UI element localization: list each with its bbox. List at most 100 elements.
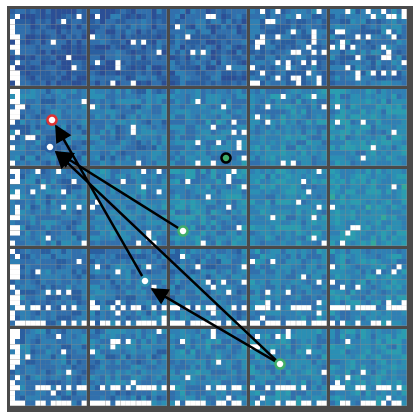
cell-pixel: [311, 49, 317, 55]
cell-pixel: [185, 119, 191, 125]
cell-pixel: [105, 150, 111, 156]
cell-pixel: [195, 70, 201, 76]
cell-pixel: [136, 354, 142, 360]
cell-pixel: [81, 344, 87, 350]
cell-pixel: [120, 9, 126, 14]
cell-pixel: [156, 264, 162, 270]
cell-pixel: [355, 310, 361, 316]
cell-pixel: [45, 400, 51, 406]
cell-pixel: [236, 129, 242, 135]
cell-pixel: [370, 9, 376, 14]
cell-pixel: [185, 155, 191, 161]
cell-pixel: [306, 300, 312, 306]
cell-pixel: [316, 99, 322, 104]
cell-pixel: [236, 80, 242, 86]
cell-pixel: [170, 44, 175, 50]
cell-pixel: [365, 55, 371, 61]
cell-pixel: [296, 129, 302, 135]
cell-pixel: [35, 284, 41, 290]
cell-pixel: [370, 204, 376, 210]
cell-pixel: [15, 279, 20, 285]
cell-pixel: [255, 235, 260, 241]
cell-pixel: [345, 104, 351, 110]
cell-pixel: [100, 274, 105, 280]
cell-pixel: [316, 114, 322, 120]
cell-pixel: [210, 230, 216, 236]
cell-pixel: [71, 169, 77, 174]
cell-pixel: [330, 225, 335, 231]
cell-pixel: [236, 315, 242, 321]
cell-pixel: [175, 29, 180, 35]
cell-pixel: [76, 354, 82, 360]
cell-pixel: [170, 135, 175, 141]
cell-pixel: [330, 179, 335, 184]
cell-pixel: [130, 284, 136, 290]
cell-pixel: [56, 60, 62, 66]
cell-pixel: [301, 225, 307, 231]
cell-pixel: [95, 99, 100, 104]
cell-pixel: [25, 44, 31, 50]
cell-pixel: [301, 109, 307, 115]
cell-pixel: [20, 305, 25, 311]
cell-pixel: [141, 395, 147, 401]
cell-pixel: [270, 264, 276, 270]
cell-pixel: [15, 289, 20, 295]
cell-pixel: [175, 140, 180, 146]
cell-pixel: [100, 315, 105, 321]
cell-pixel: [205, 315, 211, 321]
cell-pixel: [335, 99, 340, 104]
cell-pixel: [190, 145, 196, 151]
cell-pixel: [120, 135, 126, 141]
cell-pixel: [56, 80, 62, 86]
cell-pixel: [321, 24, 327, 30]
cell-pixel: [110, 89, 116, 94]
cell-pixel: [210, 140, 216, 146]
cell-pixel: [345, 124, 351, 130]
cell-pixel: [110, 65, 116, 71]
cell-pixel: [81, 94, 87, 99]
cell-pixel: [156, 70, 162, 76]
cell-pixel: [100, 39, 105, 45]
cell-pixel: [321, 119, 327, 125]
cell-pixel: [61, 75, 67, 81]
cell-pixel: [275, 65, 281, 71]
cell-pixel: [231, 174, 237, 179]
cell-pixel: [370, 124, 376, 130]
cell-pixel: [35, 264, 41, 270]
cell-pixel: [100, 124, 105, 130]
cell-pixel: [30, 44, 36, 50]
cell-pixel: [270, 305, 276, 311]
cell-pixel: [265, 320, 271, 326]
cell-pixel: [56, 34, 62, 40]
cell-pixel: [241, 179, 247, 184]
cell-pixel: [115, 320, 121, 326]
cell-pixel: [265, 129, 271, 135]
cell-pixel: [381, 119, 387, 125]
cell-pixel: [265, 114, 271, 120]
cell-pixel: [205, 264, 211, 270]
cell-pixel: [321, 44, 327, 50]
cell-pixel: [290, 39, 296, 45]
cell-pixel: [50, 395, 56, 401]
cell-pixel: [311, 145, 317, 151]
cell-pixel: [45, 334, 51, 339]
cell-pixel: [175, 14, 180, 19]
cell-pixel: [95, 29, 100, 35]
cell-pixel: [216, 179, 222, 184]
cell-pixel: [386, 310, 392, 316]
cell-pixel: [280, 289, 286, 295]
cell-pixel: [50, 240, 56, 246]
cell-pixel: [401, 204, 407, 210]
cell-pixel: [345, 300, 351, 306]
cell-pixel: [115, 135, 121, 141]
cell-pixel: [115, 114, 121, 120]
cell-pixel: [71, 65, 77, 71]
cell-pixel: [345, 150, 351, 156]
cell-pixel: [20, 249, 25, 254]
cell-pixel: [241, 289, 247, 295]
cell-pixel: [20, 184, 25, 190]
cell-pixel: [180, 310, 185, 316]
cell-pixel: [141, 14, 147, 19]
cell-pixel: [190, 94, 196, 99]
cell-pixel: [200, 145, 206, 151]
